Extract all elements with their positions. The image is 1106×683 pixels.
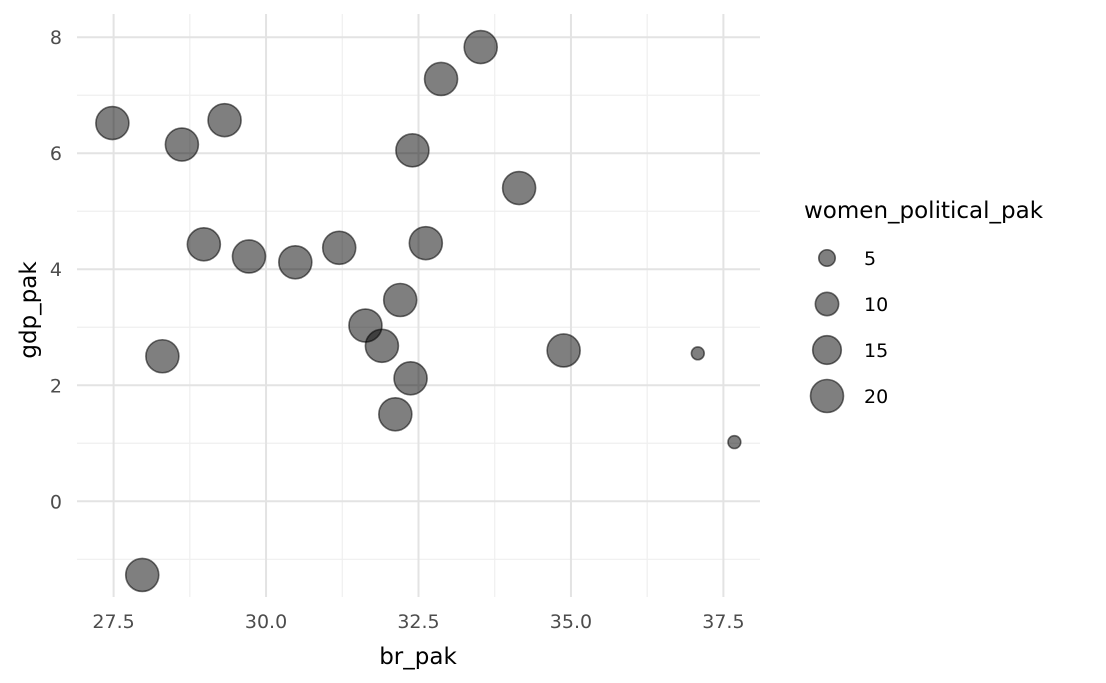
data-point xyxy=(727,434,742,450)
data-point xyxy=(145,338,180,374)
data-point xyxy=(423,61,459,97)
grid-lines xyxy=(77,14,760,597)
y-tick-label: 8 xyxy=(50,27,62,49)
data-point xyxy=(546,333,581,368)
x-tick-label: 27.5 xyxy=(92,611,134,633)
size-legend: women_political_pak 5 10 15 20 xyxy=(804,198,1044,414)
data-point xyxy=(690,346,705,361)
data-point xyxy=(408,225,444,261)
legend-key-label: 10 xyxy=(864,294,888,316)
legend-title: women_political_pak xyxy=(804,198,1044,224)
legend-key-label: 20 xyxy=(864,386,888,408)
legend-key-circle xyxy=(817,248,837,268)
legend-key-circle xyxy=(814,291,840,317)
x-tick-label: 32.5 xyxy=(397,611,439,633)
y-axis-title: gdp_pak xyxy=(16,261,42,359)
data-point xyxy=(207,102,242,138)
x-tick-label: 35.0 xyxy=(550,611,592,633)
y-axis-tick-labels: 0 2 4 6 8 xyxy=(50,27,62,513)
data-point xyxy=(231,239,267,274)
data-point xyxy=(378,396,413,432)
legend-key-label: 5 xyxy=(864,248,876,270)
data-point xyxy=(278,244,313,280)
data-point xyxy=(463,29,499,65)
x-axis-title: br_pak xyxy=(379,644,457,670)
data-point xyxy=(164,127,200,162)
y-tick-label: 4 xyxy=(50,259,62,281)
x-tick-label: 30.0 xyxy=(245,611,287,633)
x-tick-label: 37.5 xyxy=(702,611,744,633)
data-point xyxy=(321,230,357,266)
x-axis-tick-labels: 27.5 30.0 32.5 35.0 37.5 xyxy=(92,611,744,633)
data-point xyxy=(124,557,160,593)
y-tick-label: 6 xyxy=(50,143,62,165)
y-tick-label: 0 xyxy=(50,491,62,513)
legend-key-circle xyxy=(811,334,843,366)
y-tick-label: 2 xyxy=(50,375,62,397)
legend-key-label: 15 xyxy=(864,340,888,362)
data-point xyxy=(186,226,222,262)
data-points xyxy=(95,29,742,593)
data-point xyxy=(501,170,537,206)
data-point xyxy=(364,328,400,364)
data-point xyxy=(395,133,430,168)
legend-key-circle xyxy=(809,378,845,414)
data-point xyxy=(382,282,418,318)
data-point xyxy=(95,105,130,141)
data-point xyxy=(393,361,428,396)
